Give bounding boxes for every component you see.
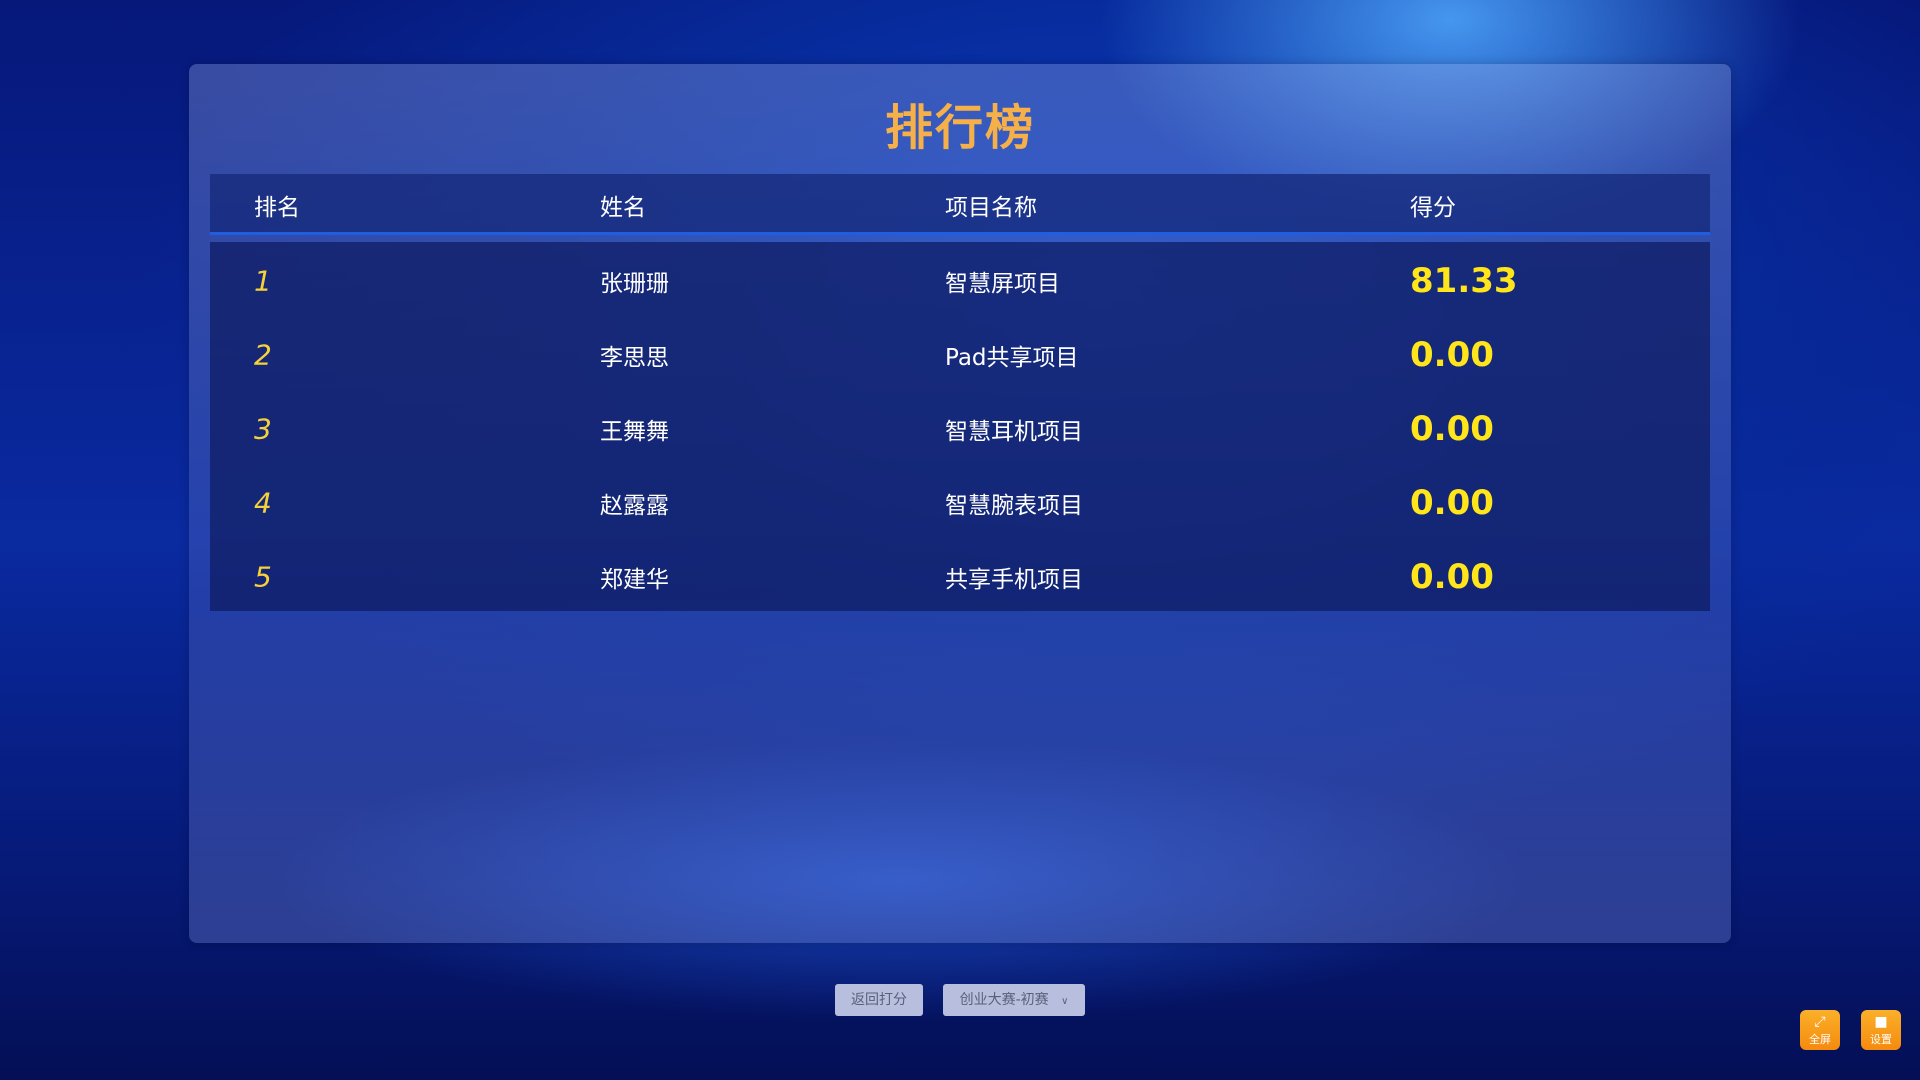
rank: 2 (254, 338, 272, 372)
score: 0.00 (1410, 409, 1494, 449)
rank: 5 (254, 560, 272, 594)
name: 王舞舞 (600, 419, 669, 445)
settings-label: 设置 (1870, 1033, 1892, 1046)
round-select-value: 创业大赛-初赛 (959, 992, 1049, 1008)
rank: 4 (254, 486, 272, 520)
score: 0.00 (1410, 557, 1494, 597)
project: Pad共享项目 (945, 345, 1079, 371)
header-rank: 排名 (254, 195, 300, 221)
shirt-icon: ■ (1874, 1014, 1888, 1030)
fullscreen-button[interactable]: ⤢ 全屏 (1800, 1010, 1840, 1050)
header-project: 项目名称 (945, 195, 1037, 221)
table-row: 2 李思思 Pad共享项目 0.00 (210, 318, 1710, 392)
fullscreen-label: 全屏 (1809, 1033, 1831, 1046)
score: 81.33 (1410, 261, 1518, 301)
project: 智慧屏项目 (945, 271, 1060, 297)
name: 赵露露 (600, 493, 669, 519)
page-title: 排行榜 (884, 100, 1035, 156)
score: 0.00 (1410, 335, 1494, 375)
table-body: 1 张珊珊 智慧屏项目 81.33 2 李思思 Pad共享项目 0.00 3 王… (210, 242, 1710, 611)
project: 智慧耳机项目 (945, 419, 1083, 445)
header-score: 得分 (1410, 195, 1456, 221)
rank: 3 (254, 412, 272, 446)
table-header: 排名 姓名 项目名称 得分 (210, 174, 1710, 235)
round-select[interactable]: 创业大赛-初赛 ∨ (943, 984, 1085, 1016)
name: 李思思 (600, 345, 669, 371)
table-row: 4 赵露露 智慧腕表项目 0.00 (210, 466, 1710, 540)
table-row: 3 王舞舞 智慧耳机项目 0.00 (210, 392, 1710, 466)
settings-button[interactable]: ■ 设置 (1861, 1010, 1901, 1050)
expand-icon: ⤢ (1814, 1014, 1826, 1030)
name: 张珊珊 (600, 271, 669, 297)
score: 0.00 (1410, 483, 1494, 523)
name: 郑建华 (600, 567, 669, 593)
project: 智慧腕表项目 (945, 493, 1083, 519)
project: 共享手机项目 (945, 567, 1083, 593)
table-row: 5 郑建华 共享手机项目 0.00 (210, 540, 1710, 614)
header-name: 姓名 (600, 195, 646, 221)
back-to-scoring-button[interactable]: 返回打分 (835, 984, 923, 1016)
rank: 1 (254, 264, 272, 298)
table-row: 1 张珊珊 智慧屏项目 81.33 (210, 244, 1710, 318)
chevron-down-icon: ∨ (1061, 996, 1069, 1007)
